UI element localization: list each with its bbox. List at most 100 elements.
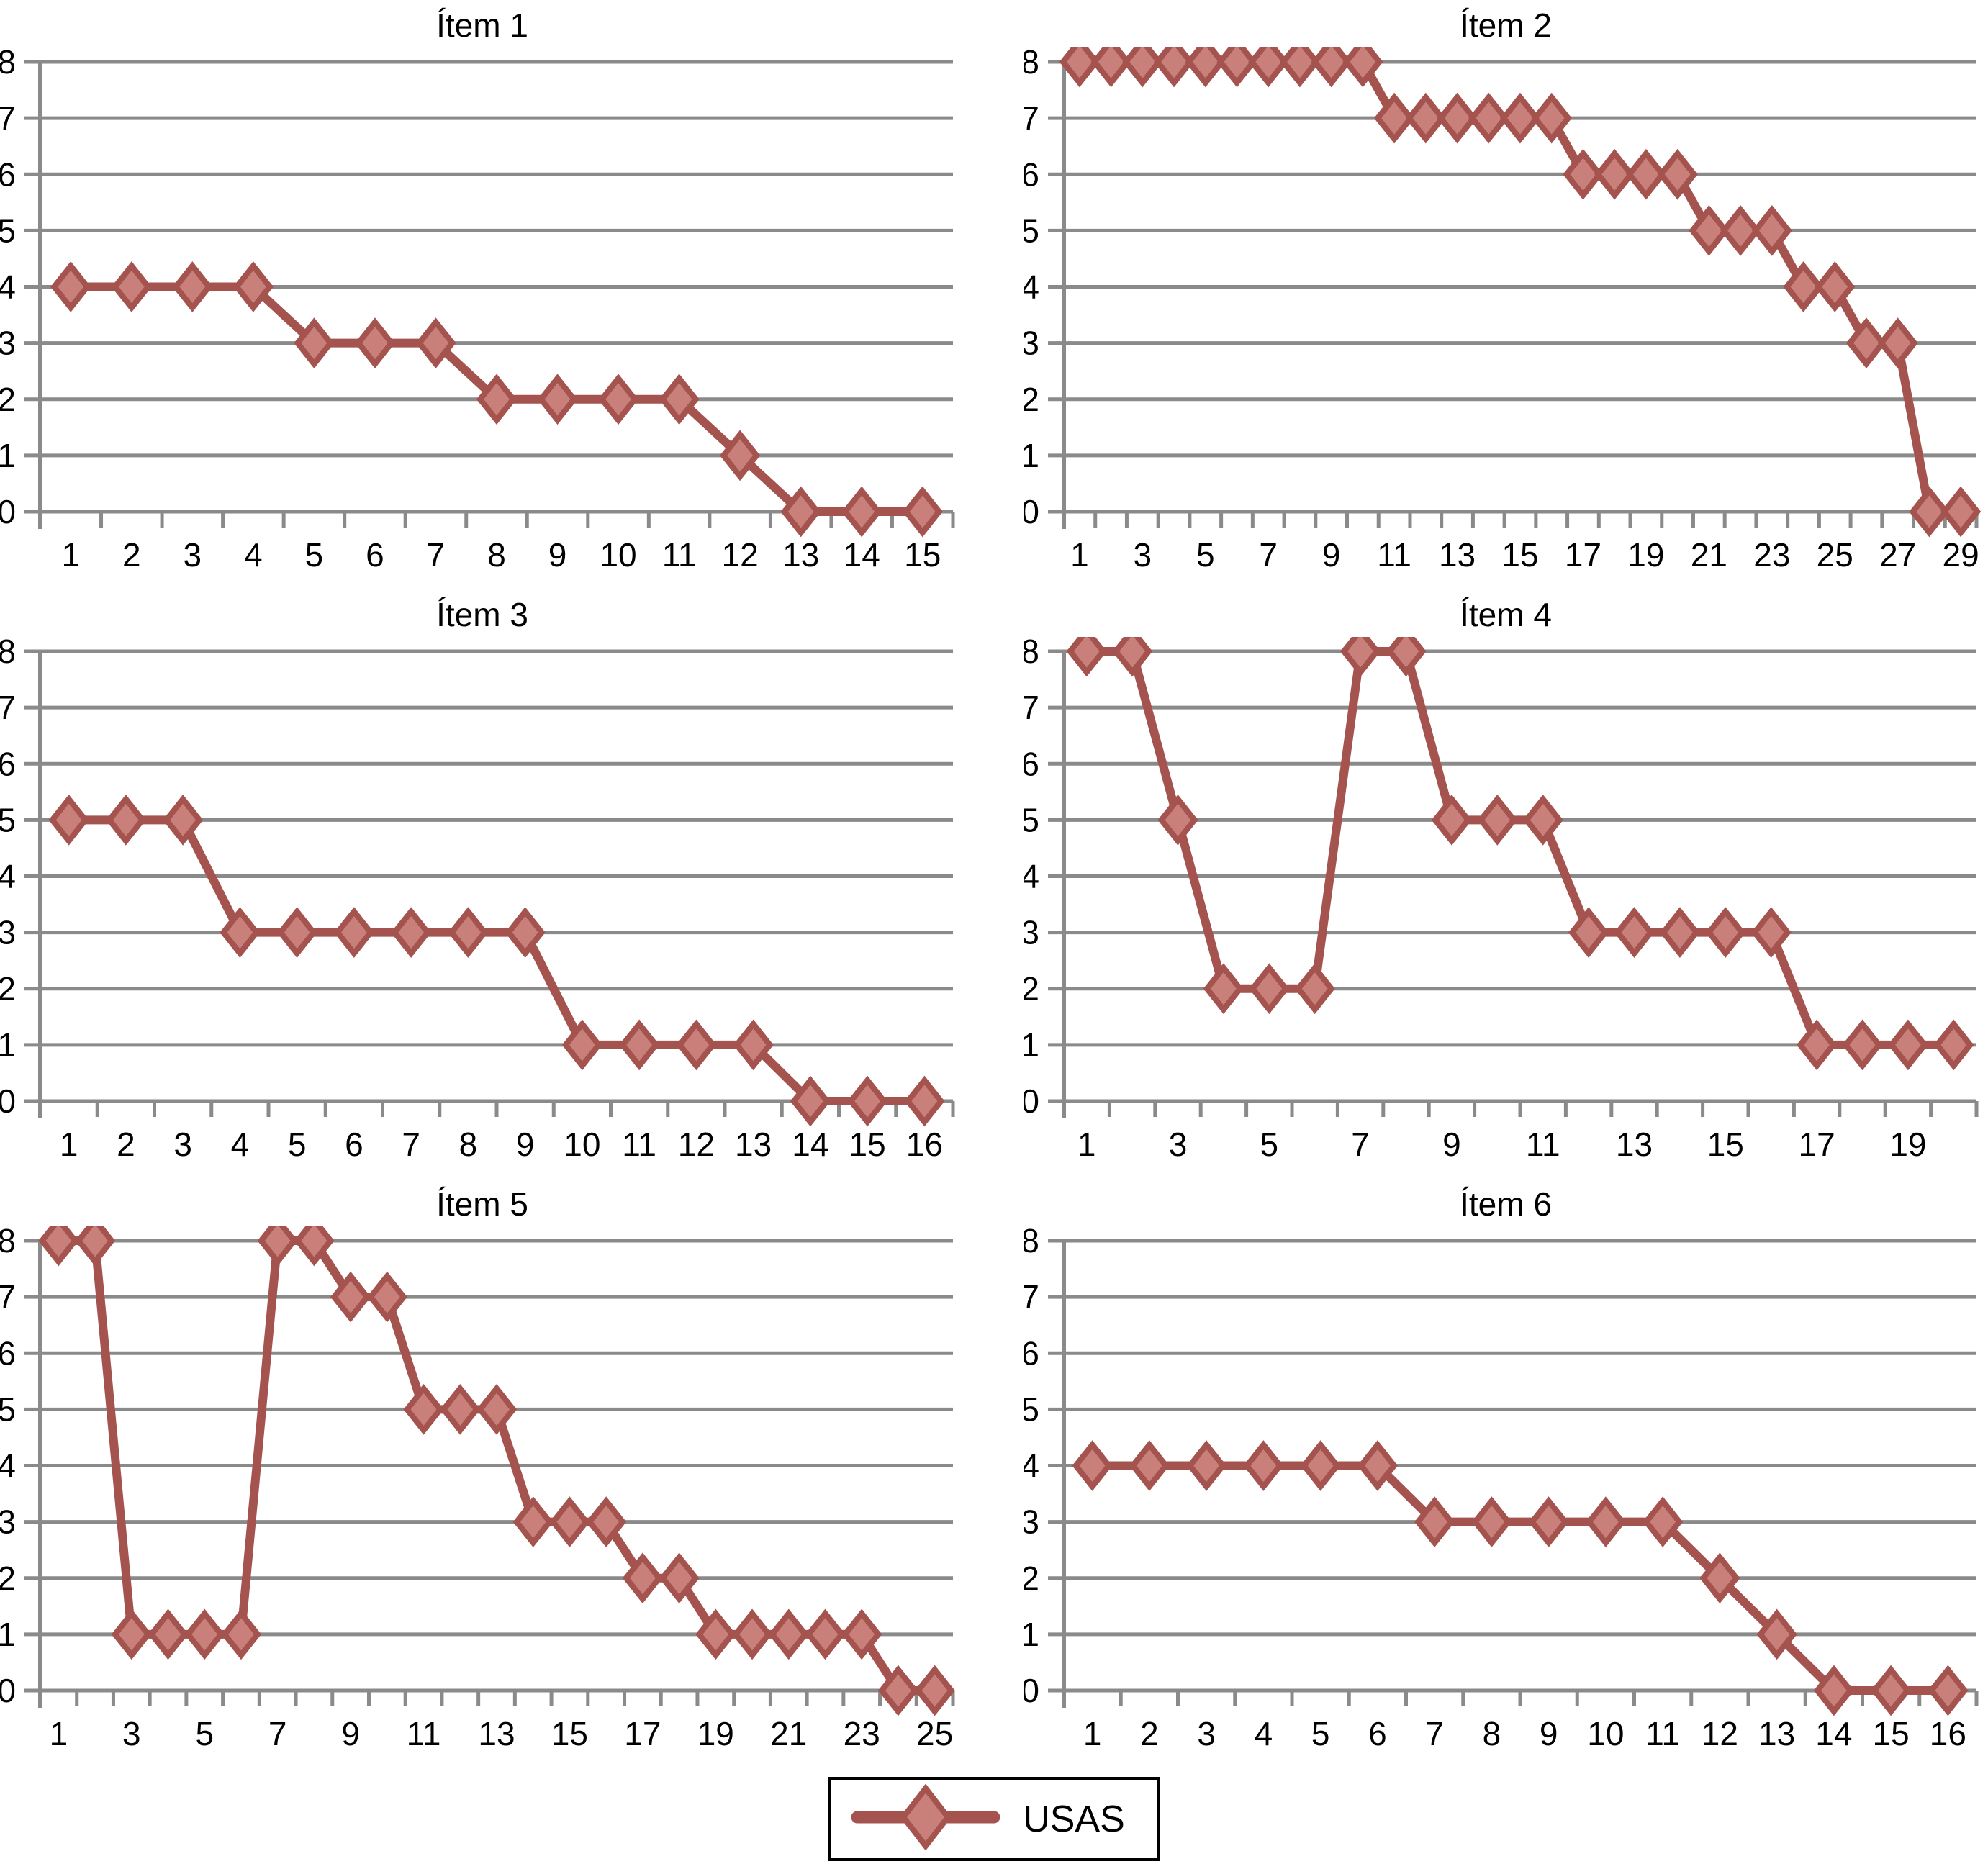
svg-text:7: 7: [0, 99, 16, 137]
chart-title-item-5: Ítem 5: [436, 1185, 528, 1223]
svg-text:7: 7: [0, 1278, 16, 1316]
svg-text:3: 3: [1169, 1126, 1188, 1163]
svg-text:7: 7: [1259, 536, 1278, 574]
svg-text:8: 8: [0, 47, 16, 81]
svg-text:3: 3: [0, 325, 16, 362]
svg-text:2: 2: [0, 381, 16, 418]
svg-text:5: 5: [305, 536, 324, 574]
svg-text:9: 9: [1540, 1715, 1558, 1752]
svg-text:15: 15: [551, 1715, 588, 1752]
svg-text:14: 14: [1815, 1715, 1852, 1752]
svg-text:5: 5: [1024, 1390, 1039, 1428]
svg-text:3: 3: [1024, 1503, 1039, 1541]
svg-text:12: 12: [678, 1126, 715, 1163]
svg-text:7: 7: [0, 689, 16, 726]
svg-text:8: 8: [1024, 1226, 1039, 1259]
svg-text:4: 4: [0, 1447, 16, 1485]
line-plot-item-5: 0 1 2 3 4 5 6 7 8 1 3 5 7 9 11 13 15 17 19 21 23 25: [0, 1226, 964, 1755]
svg-text:1: 1: [1070, 536, 1089, 574]
svg-text:7: 7: [1351, 1126, 1370, 1163]
chart-title-item-1: Ítem 1: [436, 6, 528, 44]
svg-text:17: 17: [1799, 1126, 1835, 1163]
chart-title-item-2: Ítem 2: [1460, 6, 1552, 44]
svg-text:0: 0: [1024, 1082, 1039, 1120]
svg-text:13: 13: [1616, 1126, 1653, 1163]
line-plot-item-3: 0 1 2 3 4 5 6 7 8 1 2 3 4 5 6 7 8 9 10 11 12 13 14 15 16: [0, 637, 964, 1166]
svg-text:3: 3: [1024, 325, 1039, 362]
svg-text:11: 11: [1645, 1715, 1680, 1752]
svg-text:13: 13: [782, 536, 819, 574]
svg-text:9: 9: [548, 536, 567, 574]
svg-text:15: 15: [1873, 1715, 1910, 1752]
svg-text:7: 7: [427, 536, 446, 574]
svg-text:19: 19: [1889, 1126, 1926, 1163]
svg-text:6: 6: [0, 1334, 16, 1372]
svg-text:6: 6: [0, 155, 16, 193]
svg-text:1: 1: [1024, 1026, 1039, 1064]
svg-text:12: 12: [722, 536, 759, 574]
svg-text:4: 4: [0, 858, 16, 895]
svg-text:3: 3: [0, 914, 16, 951]
svg-text:5: 5: [288, 1126, 307, 1163]
chart-item-5: Ítem 5 0 1 2 3 4 5 6 7 8 1 3 5 7 9 11 13 15 17 19 21 23 25: [0, 1183, 964, 1755]
svg-text:8: 8: [0, 637, 16, 670]
svg-text:3: 3: [173, 1126, 192, 1163]
svg-text:4: 4: [1024, 1447, 1039, 1485]
svg-text:11: 11: [662, 536, 697, 574]
svg-text:14: 14: [844, 536, 880, 574]
svg-text:4: 4: [1255, 1715, 1273, 1752]
svg-text:9: 9: [516, 1126, 535, 1163]
svg-text:1: 1: [1077, 1126, 1096, 1163]
usas-series-marker-icon: [850, 1783, 1001, 1854]
svg-text:13: 13: [1758, 1715, 1795, 1752]
svg-text:11: 11: [1377, 536, 1411, 574]
svg-text:1: 1: [0, 1026, 16, 1064]
legend: USAS: [828, 1777, 1160, 1861]
svg-text:5: 5: [0, 801, 16, 838]
svg-text:8: 8: [1483, 1715, 1501, 1752]
svg-text:1: 1: [60, 1126, 78, 1163]
svg-text:27: 27: [1879, 536, 1916, 574]
svg-text:11: 11: [407, 1715, 441, 1752]
chart-title-item-6: Ítem 6: [1460, 1185, 1552, 1223]
svg-text:29: 29: [1943, 536, 1979, 574]
svg-text:9: 9: [341, 1715, 360, 1752]
svg-text:4: 4: [1024, 268, 1039, 306]
line-plot-item-1: 0 1 2 3 4 5 6 7 8 1 2 3 4 5 6 7 8 9 10 11 12 13 14 15: [0, 47, 964, 576]
svg-text:0: 0: [1024, 493, 1039, 530]
svg-text:9: 9: [1322, 536, 1341, 574]
svg-text:21: 21: [770, 1715, 807, 1752]
chart-item-1: Ítem 1 0 1 2 3 4 5 6 7 8 1 2 3 4 5 6 7 8 9 10 11 12 13 14 15: [0, 4, 964, 576]
svg-text:8: 8: [0, 1226, 16, 1259]
line-plot-item-2: 0 1 2 3 4 5 6 7 8 1 3 5 7 9 11 13 15 17 19 21 23 25 27 29: [1024, 47, 1988, 576]
svg-text:19: 19: [1627, 536, 1664, 574]
svg-text:5: 5: [0, 1390, 16, 1428]
svg-text:4: 4: [1024, 858, 1039, 895]
svg-text:5: 5: [0, 212, 16, 249]
svg-text:23: 23: [1753, 536, 1790, 574]
chart-item-3: Ítem 3 0 1 2 3 4 5 6 7 8 1 2 3 4 5 6 7 8 9 10 11 12 13 14 15 16: [0, 594, 964, 1166]
svg-text:3: 3: [1197, 1715, 1216, 1752]
svg-text:6: 6: [1368, 1715, 1387, 1752]
svg-text:3: 3: [184, 536, 202, 574]
svg-text:1: 1: [1024, 1616, 1039, 1653]
svg-text:6: 6: [0, 745, 16, 782]
line-plot-item-4: 0 1 2 3 4 5 6 7 8 1 3 5 7 9 11 13 15 17 19: [1024, 637, 1988, 1166]
svg-text:0: 0: [0, 1672, 16, 1709]
chart-title-item-4: Ítem 4: [1460, 596, 1552, 633]
svg-text:16: 16: [906, 1126, 943, 1163]
svg-text:7: 7: [1024, 99, 1039, 137]
svg-text:13: 13: [1439, 536, 1476, 574]
svg-text:4: 4: [244, 536, 263, 574]
svg-text:2: 2: [122, 536, 141, 574]
svg-text:6: 6: [1024, 1334, 1039, 1372]
legend-label: USAS: [1023, 1798, 1125, 1840]
svg-text:1: 1: [0, 437, 16, 474]
svg-text:8: 8: [487, 536, 506, 574]
svg-text:5: 5: [1196, 536, 1215, 574]
svg-text:2: 2: [0, 1560, 16, 1597]
svg-text:7: 7: [1024, 689, 1039, 726]
svg-text:5: 5: [1260, 1126, 1279, 1163]
svg-text:10: 10: [600, 536, 636, 574]
